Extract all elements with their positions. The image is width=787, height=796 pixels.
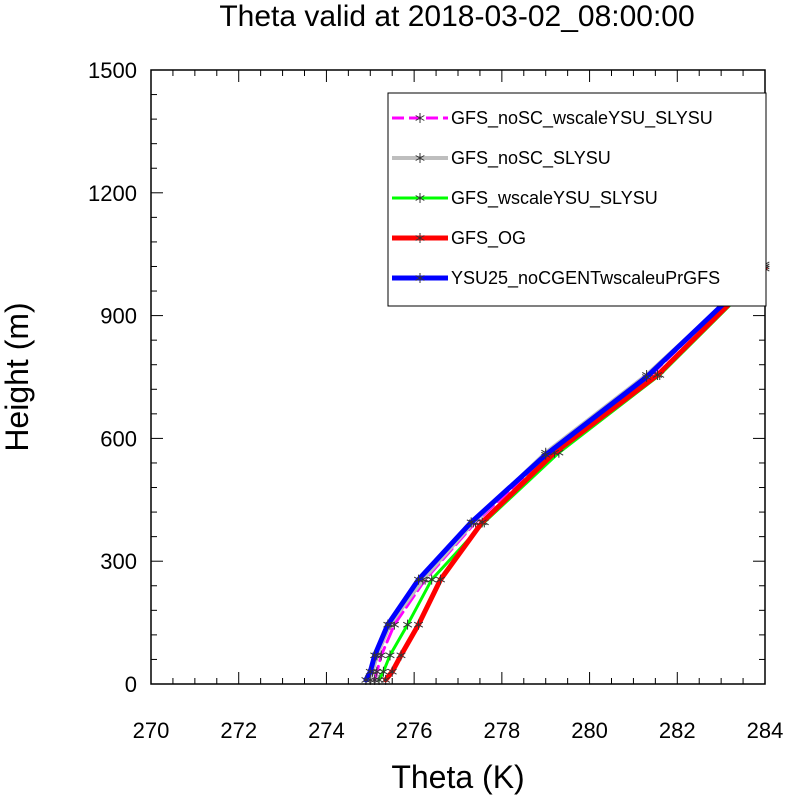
x-tick-label: 270 — [133, 718, 170, 743]
x-tick-label: 276 — [396, 718, 433, 743]
series-marker — [427, 574, 437, 585]
series-marker — [415, 233, 425, 243]
x-tick-label: 284 — [747, 718, 784, 743]
series-marker — [466, 517, 476, 528]
legend-label: GFS_OG — [451, 228, 526, 249]
series-marker — [413, 574, 424, 585]
series-lines — [361, 259, 770, 685]
y-tick-label: 0 — [125, 672, 137, 697]
series-marker — [370, 650, 380, 661]
series-marker — [415, 153, 425, 163]
legend-label: YSU25_noCGENTwscaleuPrGFS — [451, 268, 720, 289]
x-tick-label: 282 — [659, 718, 696, 743]
series-gfs-wscaleysu-slysu — [374, 269, 766, 685]
x-tick-label: 272 — [220, 718, 257, 743]
series-line — [383, 266, 768, 683]
y-tick-label: 1500 — [88, 58, 137, 83]
series-marker — [365, 666, 375, 677]
series-marker — [413, 619, 424, 630]
legend: GFS_noSC_wscaleYSU_SLYSU GFS_noSC_SLYSU GF… — [387, 92, 767, 307]
series-marker — [387, 666, 397, 677]
series-marker — [415, 193, 425, 203]
series-marker — [402, 619, 413, 630]
series-marker — [361, 674, 371, 685]
chart-title: Theta valid at 2018-03-02_08:00:00 — [219, 0, 694, 33]
tick-labels: 270 272 274 276 278 280 282 284 0 300 600 900 1200 15… — [88, 58, 783, 743]
series-marker — [435, 574, 446, 585]
plot-frame — [150, 69, 766, 685]
series-marker — [385, 650, 395, 661]
legend-label: GFS_noSC_wscaleYSU_SLYSU — [451, 108, 713, 129]
y-tick-label: 300 — [100, 549, 137, 574]
x-tick-label: 280 — [571, 718, 608, 743]
x-tick-label: 278 — [483, 718, 520, 743]
series-marker — [415, 113, 425, 123]
series-marker — [642, 372, 652, 382]
legend-label: GFS_wscaleYSU_SLYSU — [451, 188, 658, 209]
series-marker — [652, 369, 663, 380]
legend-box — [387, 92, 767, 307]
x-tick-label: 274 — [308, 718, 345, 743]
series-line — [377, 273, 763, 682]
series-marker — [381, 674, 391, 685]
series-marker — [383, 619, 393, 630]
series-marker — [396, 650, 406, 661]
y-tick-label: 600 — [100, 426, 137, 451]
legend-label: GFS_noSC_SLYSU — [451, 148, 611, 169]
series-marker — [415, 273, 425, 283]
series-marker — [378, 666, 389, 677]
x-axis-title: Theta (K) — [391, 759, 524, 795]
series-marker — [477, 517, 487, 528]
y-tick-label: 1200 — [88, 181, 137, 206]
y-tick-label: 900 — [100, 304, 137, 329]
series-marker — [541, 449, 551, 460]
series-gfs-og — [381, 263, 770, 685]
y-axis-title: Height (m) — [0, 302, 35, 451]
